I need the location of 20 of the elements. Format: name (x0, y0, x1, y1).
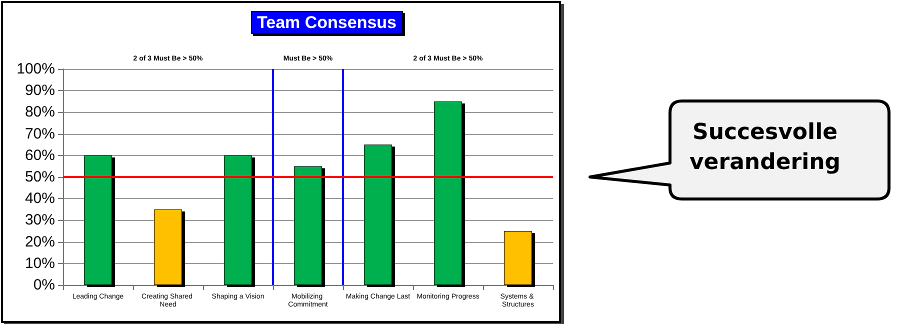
y-tick-label: 0% (33, 276, 55, 294)
y-tick-label: 20% (24, 233, 55, 250)
y-tick-label: 10% (24, 254, 55, 272)
y-tick-label: 100% (16, 60, 55, 78)
y-tick-label: 40% (24, 190, 55, 208)
bar (224, 155, 252, 285)
y-tick-label: 30% (24, 212, 55, 229)
bar (294, 166, 322, 285)
bar (504, 231, 532, 285)
y-tick-label: 90% (24, 82, 55, 100)
y-tick-label: 60% (24, 146, 55, 164)
bar (434, 101, 462, 285)
bar (154, 209, 182, 285)
bar (84, 155, 112, 285)
y-tick-label: 70% (24, 125, 55, 142)
bar (364, 144, 392, 285)
text: Succesvolle verandering (688, 119, 842, 177)
chart-title: Team Consensus (257, 13, 397, 32)
y-tick-label: 80% (24, 104, 55, 121)
y-tick-label: 50% (24, 168, 55, 186)
